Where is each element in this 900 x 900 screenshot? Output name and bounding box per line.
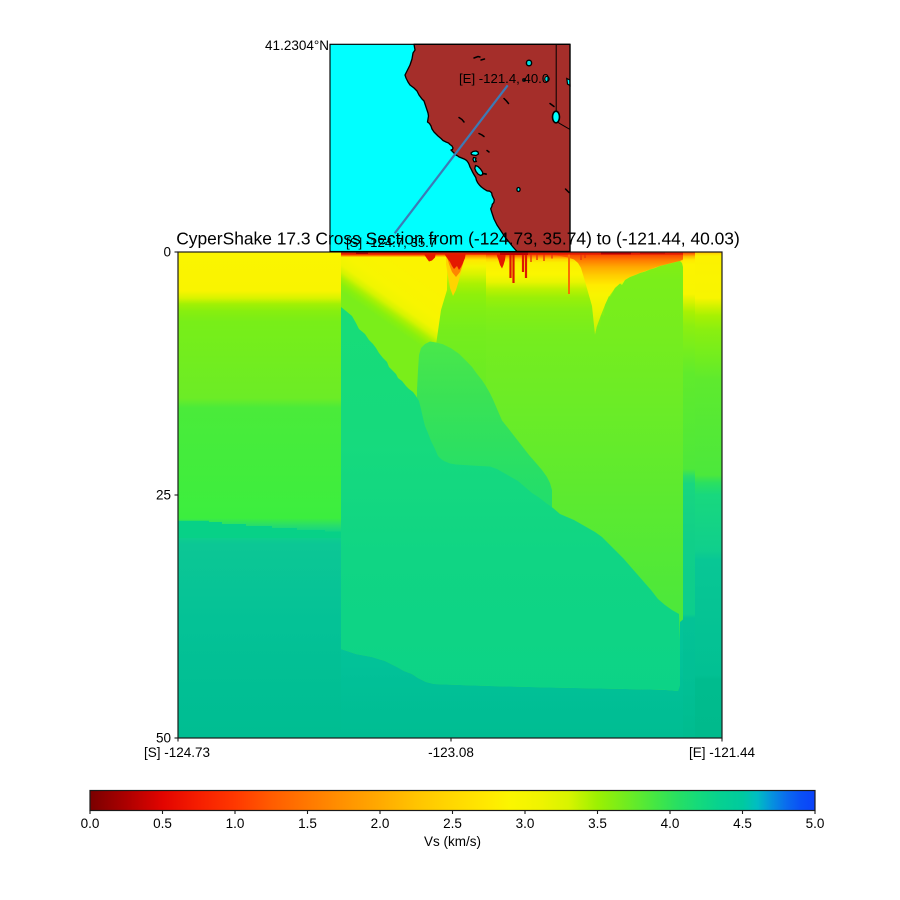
svg-text:2.0: 2.0 — [371, 816, 390, 831]
svg-text:1.5: 1.5 — [298, 816, 317, 831]
svg-text:3.5: 3.5 — [588, 816, 607, 831]
svg-text:2.5: 2.5 — [443, 816, 462, 831]
svg-text:CyperShake 17.3 Cross Section: CyperShake 17.3 Cross Section from (-124… — [176, 229, 740, 249]
svg-text:25: 25 — [156, 488, 171, 503]
svg-text:5.0: 5.0 — [806, 816, 825, 831]
svg-text:0.5: 0.5 — [153, 816, 172, 831]
svg-text:[S] -124.73: [S] -124.73 — [144, 745, 210, 760]
svg-text:[S] -124.7, 35.7: [S] -124.7, 35.7 — [346, 235, 436, 250]
svg-text:3.0: 3.0 — [516, 816, 535, 831]
svg-text:50: 50 — [156, 731, 171, 746]
svg-text:4.5: 4.5 — [733, 816, 752, 831]
svg-text:[E] -121.4, 40.0: [E] -121.4, 40.0 — [459, 71, 549, 86]
svg-text:0.0: 0.0 — [81, 816, 100, 831]
svg-text:-123.08: -123.08 — [428, 745, 474, 760]
svg-text:[E] -121.44: [E] -121.44 — [689, 745, 756, 760]
svg-text:Vs (km/s): Vs (km/s) — [424, 834, 481, 849]
svg-text:1.0: 1.0 — [226, 816, 245, 831]
svg-text:41.2304°N: 41.2304°N — [265, 38, 329, 53]
svg-text:4.0: 4.0 — [661, 816, 680, 831]
svg-text:0: 0 — [163, 245, 171, 260]
